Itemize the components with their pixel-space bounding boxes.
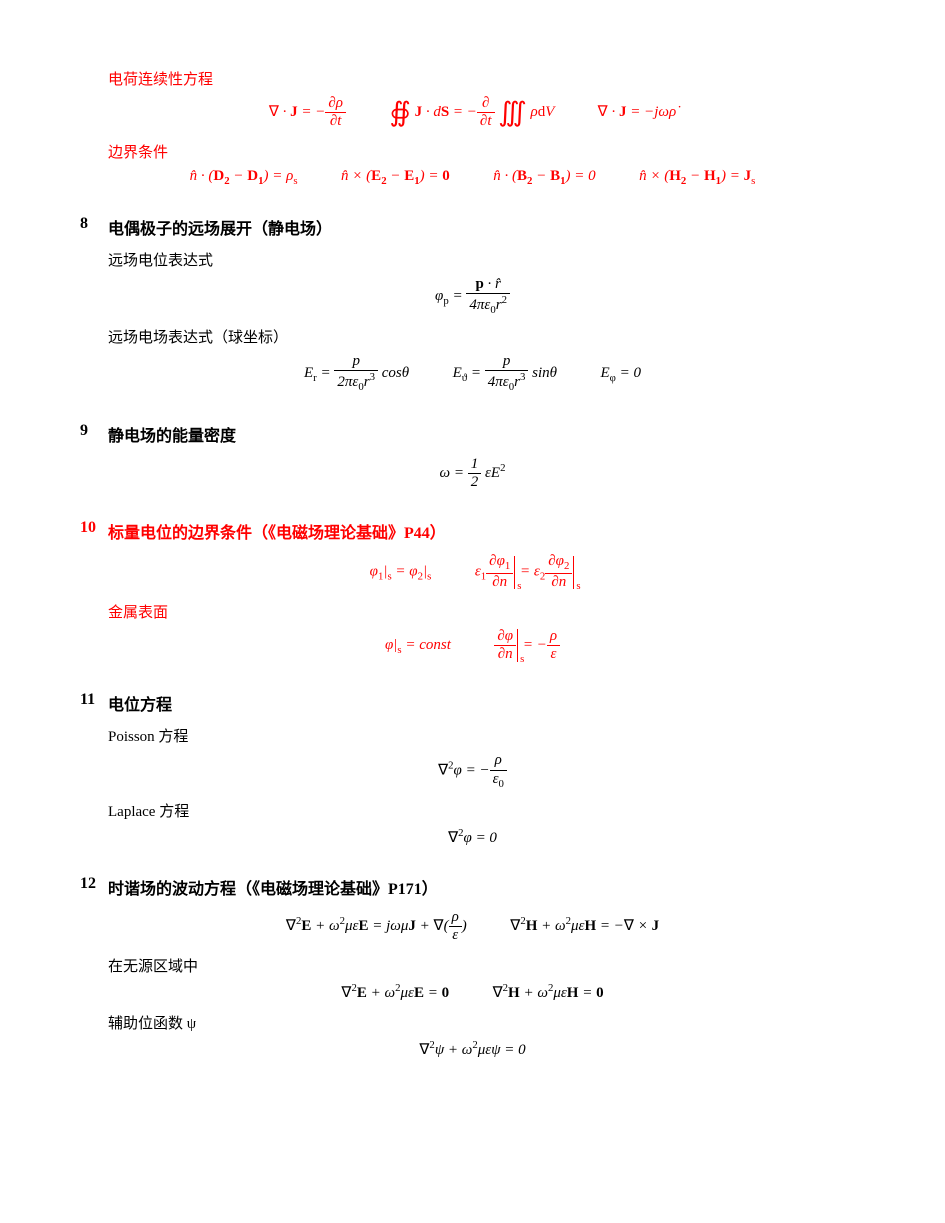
eq-wave-sourcefree: ∇2E + ω2μεE = 0 ∇2H + ω2μεH = 0 bbox=[80, 982, 865, 1002]
heading-12-num: 12 bbox=[80, 875, 108, 899]
heading-12-title: 时谐场的波动方程（《电磁场理论基础》P171） bbox=[108, 875, 438, 899]
label-boundary: 边界条件 bbox=[108, 141, 865, 162]
heading-8-num: 8 bbox=[80, 215, 108, 239]
label-metal-surface: 金属表面 bbox=[108, 601, 865, 622]
eq-boundary: n̂ · (D2 − D1) = ρs n̂ × (E2 − E1) = 0 n… bbox=[80, 168, 865, 187]
heading-12: 12 时谐场的波动方程（《电磁场理论基础》P171） bbox=[80, 875, 865, 899]
eq-aux-psi: ∇2ψ + ω2μεψ = 0 bbox=[80, 1039, 865, 1059]
eq-energy-density: ω = 12 εE2 bbox=[80, 456, 865, 492]
heading-10-num: 10 bbox=[80, 519, 108, 543]
label-poisson: Poisson 方程 bbox=[108, 725, 865, 746]
label-continuity: 电荷连续性方程 bbox=[108, 68, 865, 89]
heading-8-title: 电偶极子的远场展开（静电场） bbox=[108, 215, 332, 239]
heading-11-title: 电位方程 bbox=[108, 691, 172, 715]
heading-9: 9 静电场的能量密度 bbox=[80, 422, 865, 446]
eq-continuity: ∇ · J = −∂ρ∂t ∯ J · dS = −∂∂t ∭ ρdV ∇ · … bbox=[80, 95, 865, 131]
eq-dipole-field: Er = p2πε0r3 cosθ Eϑ = p4πε0r3 sinθ Eφ =… bbox=[80, 353, 865, 394]
heading-11: 11 电位方程 bbox=[80, 691, 865, 715]
page: 电荷连续性方程 ∇ · J = −∂ρ∂t ∯ J · dS = −∂∂t ∭ … bbox=[0, 0, 945, 1129]
label-farfield-potential: 远场电位表达式 bbox=[108, 249, 865, 270]
eq-metal-surface: φ|s = const ∂φ∂ns = −ρε bbox=[80, 628, 865, 664]
eq-scalar-bc: φ1|s = φ2|s ε1∂φ1∂ns = ε2∂φ2∂ns bbox=[80, 553, 865, 591]
label-aux-psi: 辅助位函数 ψ bbox=[108, 1012, 865, 1033]
heading-8: 8 电偶极子的远场展开（静电场） bbox=[80, 215, 865, 239]
heading-10: 10 标量电位的边界条件（《电磁场理论基础》P44） bbox=[80, 519, 865, 543]
heading-11-num: 11 bbox=[80, 691, 108, 715]
eq-laplace: ∇2φ = 0 bbox=[80, 827, 865, 847]
heading-10-title: 标量电位的边界条件（《电磁场理论基础》P44） bbox=[108, 519, 446, 543]
heading-9-title: 静电场的能量密度 bbox=[108, 422, 236, 446]
eq-wave: ∇2E + ω2μεE = jωμJ + ∇(ρε) ∇2H + ω2μεH =… bbox=[80, 909, 865, 945]
heading-9-num: 9 bbox=[80, 422, 108, 446]
label-farfield-field: 远场电场表达式（球坐标） bbox=[108, 326, 865, 347]
eq-dipole-potential: φp = p · r̂4πε0r2 bbox=[80, 276, 865, 317]
eq-poisson: ∇2φ = −ρε0 bbox=[80, 752, 865, 790]
label-sourcefree: 在无源区域中 bbox=[108, 955, 865, 976]
label-laplace: Laplace 方程 bbox=[108, 800, 865, 821]
